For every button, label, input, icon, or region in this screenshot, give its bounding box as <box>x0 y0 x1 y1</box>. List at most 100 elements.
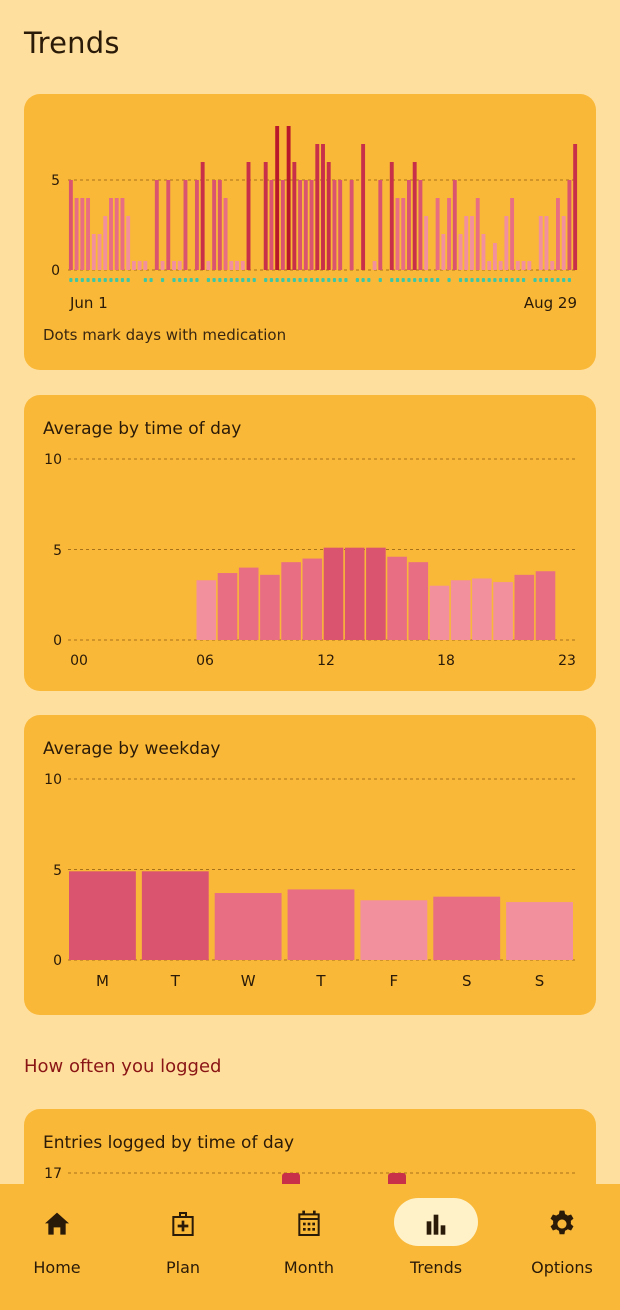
x-tick-label: 12 <box>317 653 335 669</box>
x-tick-label: S <box>535 972 545 990</box>
daily-chart-card: 5 0 Jun 1 Aug 29 Dots mark days with med… <box>24 94 596 370</box>
medication-dot <box>206 278 210 282</box>
daily-bar <box>395 198 400 270</box>
y-tick-label: 10 <box>44 452 62 468</box>
x-tick-label: F <box>390 972 399 990</box>
hour-bar <box>429 585 450 640</box>
daily-bar <box>550 261 555 270</box>
calendar-icon <box>298 1210 320 1236</box>
medication-dot <box>544 278 549 282</box>
hour-bar <box>387 556 407 640</box>
daily-bar <box>194 180 199 270</box>
daily-bar <box>229 261 234 270</box>
medication-dot <box>97 278 102 282</box>
medication-dot <box>212 278 216 282</box>
daily-bar <box>492 243 497 270</box>
medication-dot <box>275 278 279 282</box>
medication-dot <box>470 278 474 282</box>
medication-dot <box>298 278 302 282</box>
medication-dot <box>252 278 256 282</box>
medication-caption: Dots mark days with medication <box>43 326 287 344</box>
daily-bar <box>504 216 509 270</box>
daily-bar <box>447 198 452 270</box>
time-of-day-card: Average by time of day 10 5 0 00 06 12 1… <box>24 395 596 691</box>
daily-bar <box>441 234 446 270</box>
y-tick-label: 10 <box>44 772 62 788</box>
x-tick-label: M <box>96 972 109 990</box>
medication-dot <box>246 278 251 282</box>
weekday-bar <box>214 893 282 960</box>
weekday-bar <box>69 871 136 960</box>
daily-bar <box>172 261 176 270</box>
daily-bar <box>424 216 429 270</box>
trends-scroll-area[interactable]: 5 0 Jun 1 Aug 29 Dots mark days with med… <box>0 94 620 1184</box>
weekday-chart: 10 5 0 M T W T F S S <box>44 772 578 990</box>
x-axis-end-label: Aug 29 <box>524 294 577 312</box>
medication-dot <box>401 278 405 282</box>
daily-bar <box>407 180 411 270</box>
card-title: Average by weekday <box>43 739 221 759</box>
nav-home[interactable]: Home <box>7 1198 107 1298</box>
daily-bar <box>378 180 383 270</box>
daily-bar <box>183 180 188 270</box>
hour-bar <box>302 558 323 640</box>
medication-dot <box>109 278 113 282</box>
daily-bar <box>326 162 331 270</box>
daily-bar <box>458 234 463 270</box>
nav-label: Options <box>531 1258 593 1277</box>
medication-dot <box>436 278 440 282</box>
hour-bar <box>535 571 556 640</box>
medication-dot <box>75 278 79 282</box>
nav-trends[interactable]: Trends <box>386 1198 486 1298</box>
daily-bar <box>452 180 457 270</box>
medication-dot <box>493 278 497 282</box>
daily-bar <box>263 162 268 270</box>
medication-dot <box>183 278 188 282</box>
daily-bar <box>332 180 337 270</box>
daily-bar <box>298 180 303 270</box>
weekday-bar <box>360 900 428 960</box>
medication-dot <box>504 278 508 282</box>
medication-dot <box>103 278 107 282</box>
medication-dot <box>287 278 291 282</box>
daily-bar <box>412 162 417 270</box>
medication-dot <box>315 278 319 282</box>
medication-dot <box>567 278 571 282</box>
entries-bar <box>282 1173 300 1184</box>
nav-month[interactable]: Month <box>259 1198 359 1298</box>
daily-bar <box>292 162 297 270</box>
hour-bar <box>196 580 217 640</box>
nav-plan[interactable]: Plan <box>133 1198 233 1298</box>
medication-dot <box>149 278 153 282</box>
hour-bar <box>323 547 344 640</box>
medication-dot <box>189 278 193 282</box>
daily-bar <box>200 162 205 270</box>
medication-dot <box>223 278 228 282</box>
medication-dot <box>499 278 503 282</box>
medication-dot <box>332 278 337 282</box>
daily-bar <box>212 180 217 270</box>
medication-dot <box>447 278 451 282</box>
nav-options[interactable]: Options <box>512 1198 612 1298</box>
daily-bar <box>510 198 515 270</box>
medication-dot <box>481 278 486 282</box>
daily-bar <box>166 180 171 270</box>
daily-bar <box>309 180 314 270</box>
daily-bar <box>418 180 423 270</box>
medication-dot <box>533 278 537 282</box>
daily-bar <box>303 180 308 270</box>
page-title: Trends <box>24 26 120 60</box>
home-icon <box>45 1212 69 1235</box>
daily-bar <box>280 180 285 270</box>
time-of-day-chart: 10 5 0 00 06 12 18 23 <box>44 452 576 669</box>
medication-dot <box>430 278 434 282</box>
medication-dot <box>92 278 96 282</box>
medication-dot <box>143 278 147 282</box>
daily-bar <box>435 198 440 270</box>
daily-bar <box>131 261 136 270</box>
medication-dot <box>476 278 480 282</box>
daily-bar <box>475 198 480 270</box>
hour-bar <box>493 582 513 640</box>
medication-dot <box>241 278 245 282</box>
daily-bar <box>498 261 503 270</box>
